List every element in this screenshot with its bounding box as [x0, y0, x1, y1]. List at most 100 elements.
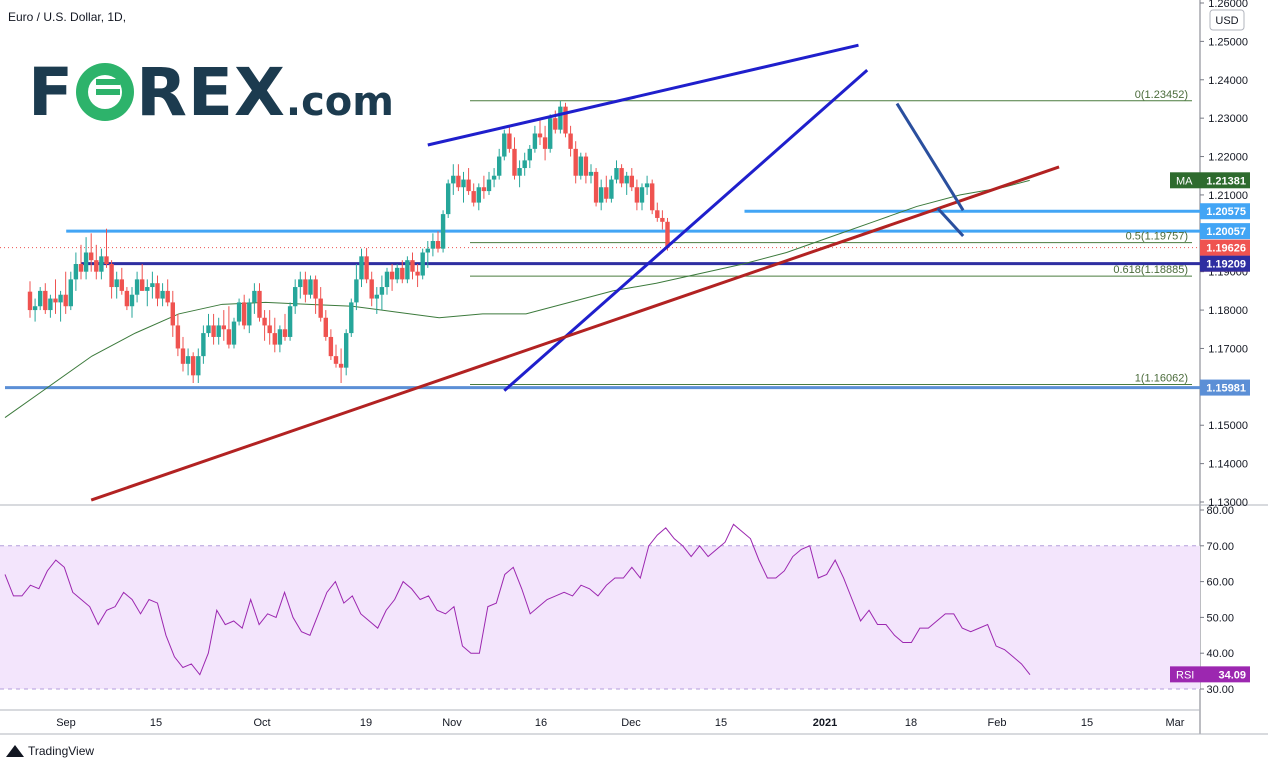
- level-badge-4: 1.15981: [1200, 379, 1250, 396]
- candle: [119, 267, 124, 295]
- candle-body: [145, 287, 150, 291]
- candles: [27, 100, 670, 384]
- level-badge-4-bg: [1200, 379, 1250, 396]
- candle: [537, 118, 543, 146]
- rsi-tick-label: 30.00: [1206, 684, 1234, 696]
- candle-body: [165, 290, 170, 303]
- candle-body: [303, 279, 308, 295]
- candle-body: [109, 264, 114, 288]
- price-tick-label: 1.13000: [1208, 497, 1248, 509]
- candle: [512, 137, 517, 180]
- level-badge-4-value: 1.15981: [1206, 383, 1246, 395]
- candle: [27, 281, 33, 318]
- ma-badge-bg: [1170, 172, 1250, 189]
- candle-body: [415, 271, 420, 276]
- candle-body: [119, 279, 124, 291]
- candle: [364, 247, 369, 284]
- candle-body: [282, 329, 288, 337]
- candle: [201, 325, 206, 364]
- time-tick-label: Nov: [442, 717, 462, 729]
- candle-body: [175, 325, 181, 349]
- candle: [247, 298, 252, 334]
- candle-body: [451, 175, 456, 184]
- rsi-badge: RSI 34.09: [1170, 666, 1250, 683]
- time-tick-label: 15: [1081, 717, 1093, 729]
- tradingview-footer[interactable]: TradingView: [6, 744, 94, 758]
- candle-body: [563, 106, 568, 134]
- candle: [185, 348, 191, 376]
- candle: [394, 264, 400, 284]
- candle-body: [68, 279, 73, 307]
- candle: [522, 152, 527, 176]
- time-tick-label: Oct: [253, 717, 270, 729]
- candle: [593, 168, 599, 207]
- currency-badge[interactable]: USD: [1209, 9, 1245, 31]
- candle: [624, 171, 629, 195]
- candle: [145, 279, 150, 307]
- moving-average-line: [4, 179, 1030, 418]
- candle-body: [308, 279, 313, 295]
- candle: [68, 271, 73, 311]
- candle: [609, 175, 614, 203]
- candle: [542, 125, 548, 161]
- candle: [267, 310, 272, 345]
- price-badges: MA1.213811.205751.200571.1962604:32:291.…: [1170, 172, 1250, 683]
- candle: [578, 152, 583, 180]
- candle-body: [318, 298, 323, 318]
- chart-title: Euro / U.S. Dollar, 1D,: [8, 10, 127, 24]
- candle: [400, 260, 405, 284]
- candle: [43, 283, 48, 314]
- candle: [63, 271, 68, 314]
- candle-body: [180, 348, 186, 364]
- candle-body: [53, 298, 58, 303]
- candle-body: [410, 260, 415, 272]
- candle-body: [578, 156, 583, 176]
- price-tick-label: 1.17000: [1208, 343, 1248, 355]
- candle-body: [522, 160, 527, 169]
- logo-o-icon: [76, 63, 135, 121]
- rsi-tick-label: 40.00: [1206, 648, 1234, 660]
- candle-body: [558, 106, 563, 130]
- candle-body: [639, 187, 645, 203]
- candle-body: [201, 333, 206, 357]
- candle: [94, 244, 99, 280]
- candle: [323, 310, 328, 341]
- forex-logo: F REX.com: [28, 60, 394, 126]
- candle: [604, 175, 609, 203]
- candle-body: [553, 118, 558, 130]
- price-tick-label: 1.22000: [1208, 152, 1248, 164]
- level-badge-1-bg: [1200, 203, 1250, 220]
- candle-body: [155, 283, 160, 299]
- level-badge-2-value: 1.20057: [1206, 226, 1246, 238]
- candle-body: [466, 179, 471, 192]
- candle: [165, 279, 170, 307]
- candle-body: [512, 148, 517, 176]
- rsi-badge-value: 34.09: [1218, 669, 1246, 681]
- candle-body: [252, 290, 257, 303]
- candle-body: [374, 294, 379, 299]
- candle-body: [517, 168, 522, 176]
- candle: [303, 271, 308, 303]
- candle-body: [190, 356, 196, 376]
- candle: [48, 294, 53, 318]
- candle: [292, 279, 298, 314]
- candle: [379, 275, 385, 311]
- candle: [114, 271, 119, 299]
- candle-body: [655, 210, 660, 218]
- candle: [262, 310, 267, 341]
- candle: [211, 313, 216, 345]
- level-badge-3: 1.19209: [1200, 255, 1250, 272]
- candle-body: [609, 179, 614, 199]
- candle-body: [139, 279, 145, 291]
- level-badge-1-value: 1.20575: [1206, 206, 1246, 218]
- candle: [221, 310, 226, 341]
- candle-body: [634, 187, 640, 203]
- time-tick-label: Feb: [988, 717, 1007, 729]
- candle: [456, 164, 461, 192]
- candle-body: [400, 267, 405, 280]
- candle-body: [425, 248, 430, 253]
- candle: [502, 129, 507, 161]
- candle-body: [43, 290, 48, 311]
- fib-label: 0.5(1.19757): [1126, 231, 1188, 243]
- candle-body: [226, 329, 232, 345]
